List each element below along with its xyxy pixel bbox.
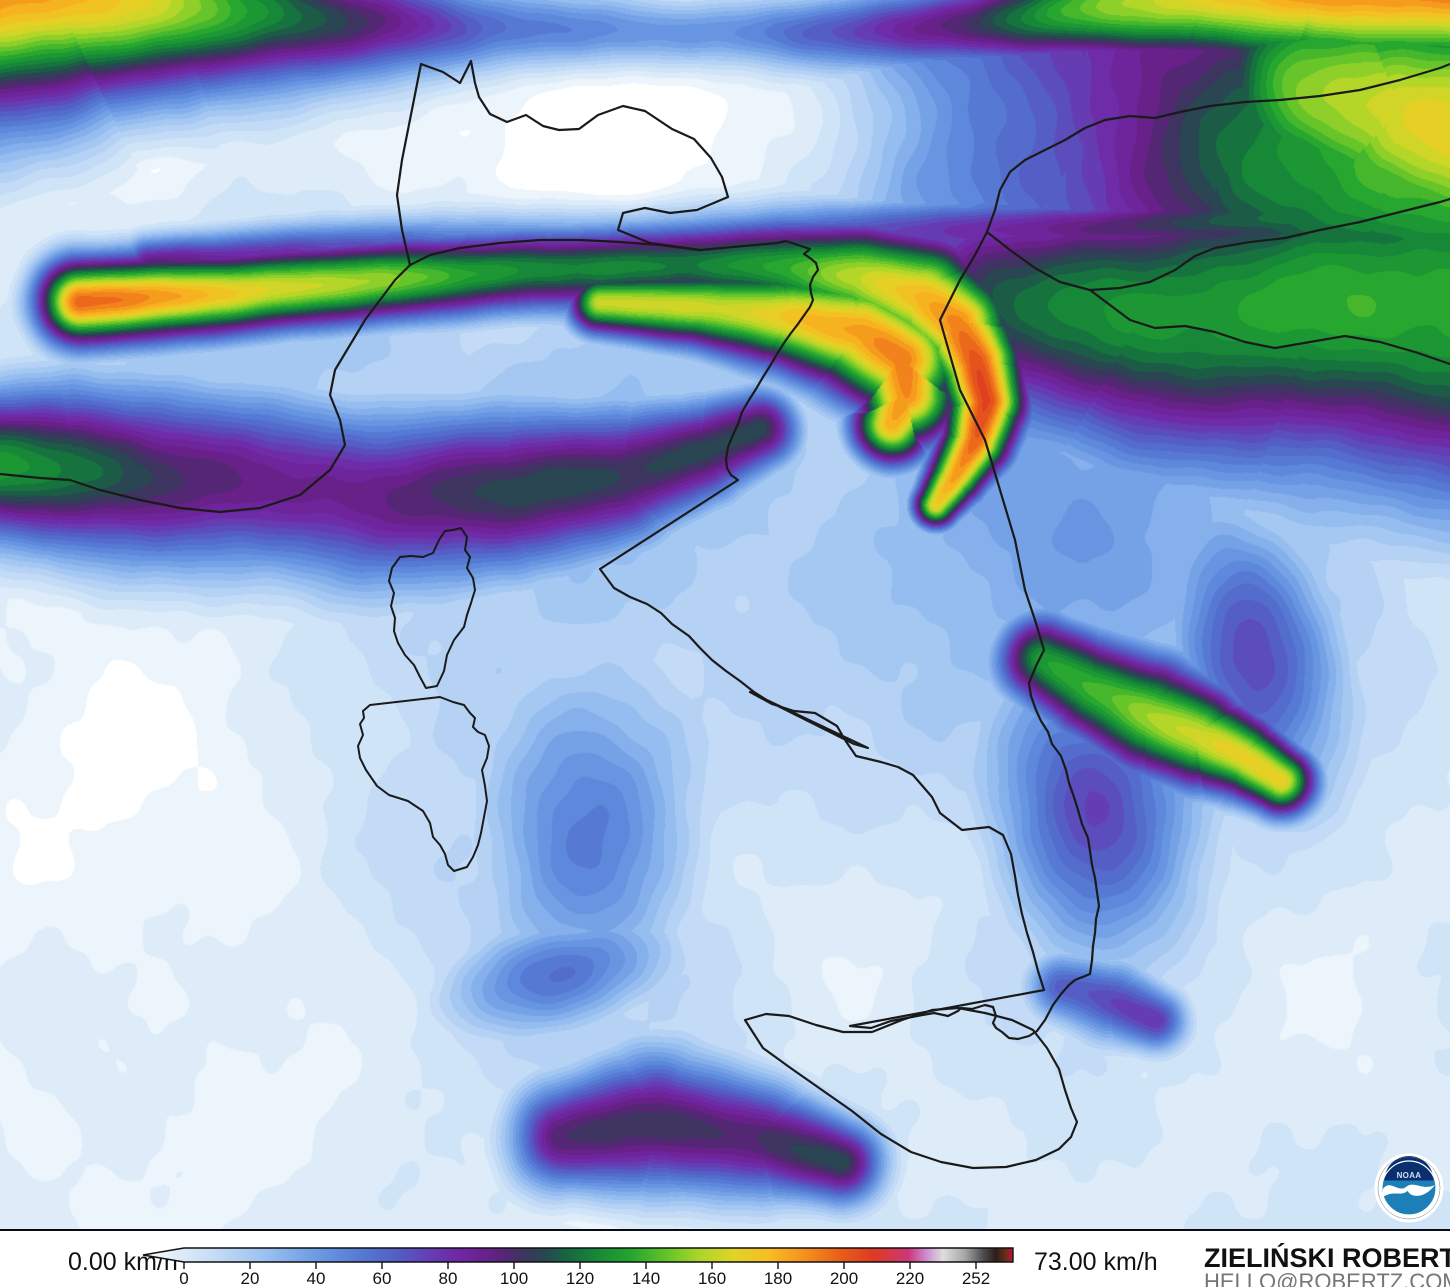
svg-text:NOAA: NOAA <box>1397 1171 1422 1180</box>
svg-text:HELLO@ROBERTZ.COM: HELLO@ROBERTZ.COM <box>1204 1269 1450 1287</box>
